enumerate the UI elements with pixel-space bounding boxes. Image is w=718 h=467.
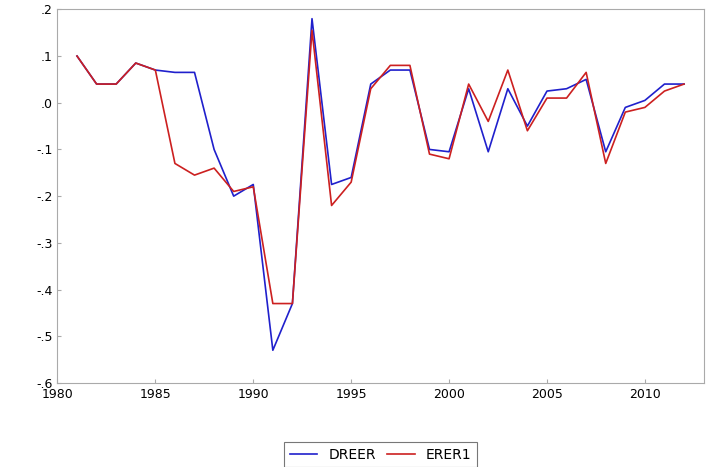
- ERER1: [523, 128, 532, 134]
- DREER: [602, 149, 610, 155]
- DREER: [171, 70, 180, 75]
- ERER1: [269, 301, 277, 306]
- DREER: [503, 86, 512, 92]
- DREER: [523, 123, 532, 129]
- ERER1: [484, 119, 493, 124]
- DREER: [288, 301, 297, 306]
- ERER1: [640, 105, 649, 110]
- DREER: [562, 86, 571, 92]
- DREER: [347, 175, 355, 180]
- DREER: [112, 81, 121, 87]
- DREER: [582, 77, 590, 82]
- Legend: DREER, ERER1: DREER, ERER1: [284, 442, 477, 467]
- DREER: [308, 16, 317, 21]
- DREER: [640, 98, 649, 103]
- DREER: [543, 88, 551, 94]
- Line: ERER1: ERER1: [77, 30, 684, 304]
- ERER1: [327, 203, 336, 208]
- ERER1: [660, 88, 668, 94]
- Line: DREER: DREER: [77, 19, 684, 350]
- ERER1: [93, 81, 101, 87]
- ERER1: [582, 70, 590, 75]
- ERER1: [562, 95, 571, 101]
- DREER: [425, 147, 434, 152]
- ERER1: [229, 189, 238, 194]
- DREER: [621, 105, 630, 110]
- DREER: [190, 70, 199, 75]
- ERER1: [386, 63, 395, 68]
- DREER: [465, 86, 473, 92]
- DREER: [210, 147, 218, 152]
- DREER: [406, 67, 414, 73]
- DREER: [680, 81, 689, 87]
- ERER1: [503, 67, 512, 73]
- ERER1: [151, 67, 159, 73]
- ERER1: [444, 156, 453, 162]
- ERER1: [406, 63, 414, 68]
- DREER: [484, 149, 493, 155]
- DREER: [366, 81, 375, 87]
- ERER1: [465, 81, 473, 87]
- ERER1: [131, 60, 140, 66]
- ERER1: [210, 165, 218, 171]
- DREER: [327, 182, 336, 187]
- DREER: [131, 60, 140, 66]
- ERER1: [425, 151, 434, 157]
- DREER: [93, 81, 101, 87]
- DREER: [660, 81, 668, 87]
- ERER1: [347, 179, 355, 185]
- ERER1: [288, 301, 297, 306]
- ERER1: [190, 172, 199, 178]
- DREER: [73, 53, 81, 59]
- ERER1: [249, 184, 258, 190]
- ERER1: [308, 28, 317, 33]
- DREER: [444, 149, 453, 155]
- ERER1: [171, 161, 180, 166]
- ERER1: [366, 86, 375, 92]
- ERER1: [543, 95, 551, 101]
- DREER: [269, 347, 277, 353]
- DREER: [229, 193, 238, 199]
- ERER1: [680, 81, 689, 87]
- ERER1: [73, 53, 81, 59]
- ERER1: [112, 81, 121, 87]
- ERER1: [621, 109, 630, 115]
- DREER: [386, 67, 395, 73]
- DREER: [249, 182, 258, 187]
- DREER: [151, 67, 159, 73]
- ERER1: [602, 161, 610, 166]
